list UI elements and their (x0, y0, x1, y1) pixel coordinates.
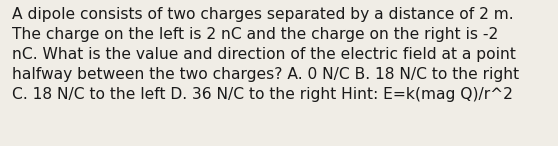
Text: A dipole consists of two charges separated by a distance of 2 m.
The charge on t: A dipole consists of two charges separat… (12, 7, 519, 102)
